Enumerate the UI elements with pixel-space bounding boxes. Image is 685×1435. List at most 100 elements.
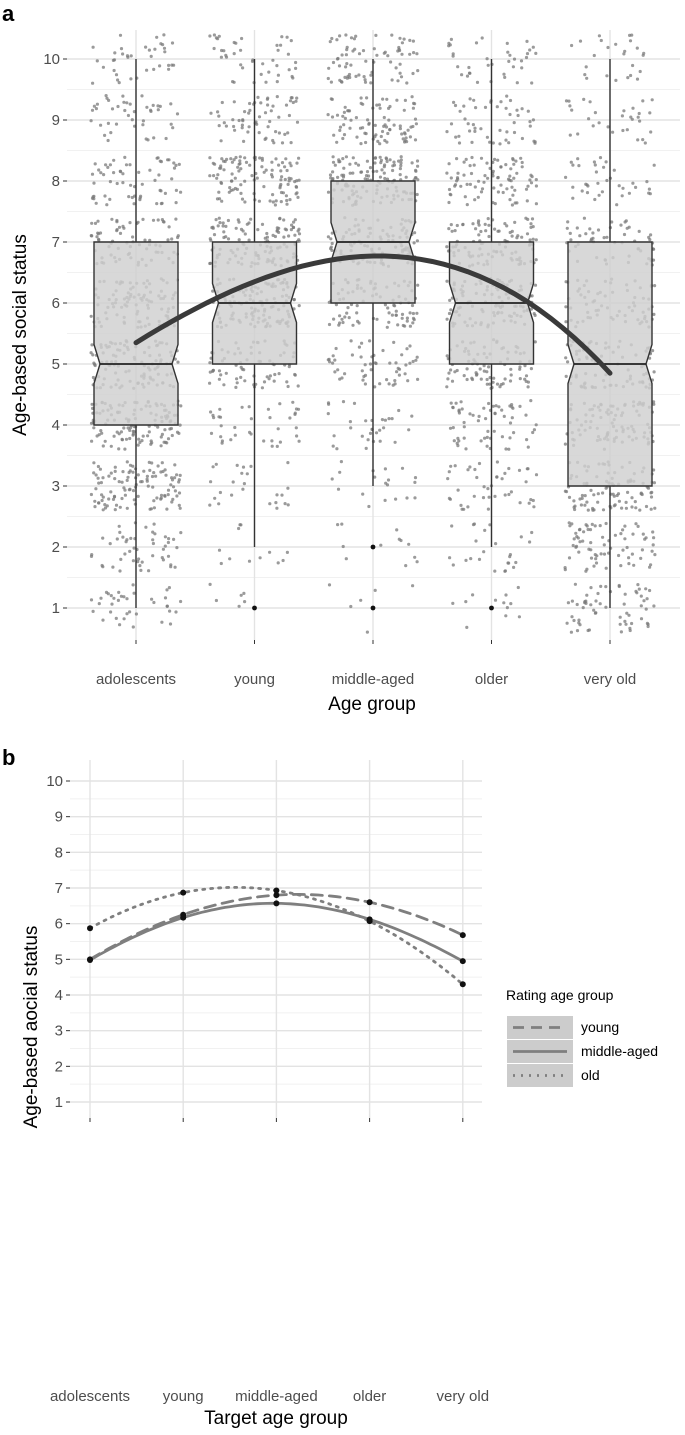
jitter-point <box>128 463 133 467</box>
jitter-point <box>288 99 293 103</box>
jitter-point <box>491 404 495 408</box>
jitter-point <box>90 343 94 347</box>
jitter-point <box>407 542 411 546</box>
jitter-point <box>529 498 533 502</box>
jitter-point <box>639 491 643 495</box>
jitter-point <box>568 133 572 137</box>
jitter-point <box>364 132 368 136</box>
jitter-point <box>648 588 652 593</box>
legend-title: Rating age group <box>506 987 614 1003</box>
jitter-point <box>261 62 265 66</box>
jitter-point <box>250 174 254 178</box>
jitter-point <box>154 474 158 478</box>
jitter-point <box>519 59 524 63</box>
jitter-point <box>451 426 455 430</box>
jitter-point <box>230 179 234 183</box>
jitter-point <box>111 58 115 63</box>
jitter-point <box>159 435 163 439</box>
jitter-point <box>515 236 519 240</box>
jitter-point <box>219 373 223 377</box>
jitter-point <box>121 224 125 228</box>
jitter-point <box>167 225 171 229</box>
jitter-point <box>567 521 571 525</box>
jitter-point <box>272 141 276 145</box>
jitter-point <box>601 491 605 495</box>
jitter-point <box>336 487 341 491</box>
jitter-point <box>132 546 136 550</box>
box-body <box>93 241 179 426</box>
jitter-point <box>366 438 370 442</box>
jitter-point <box>610 220 614 224</box>
jitter-point <box>415 239 419 243</box>
jitter-point <box>119 47 124 51</box>
jitter-point <box>393 379 397 383</box>
jitter-point <box>405 81 409 85</box>
jitter-point <box>647 187 652 191</box>
jitter-point <box>591 124 595 128</box>
jitter-point <box>410 95 414 99</box>
jitter-point <box>150 474 155 479</box>
jitter-point <box>524 413 528 417</box>
jitter-point <box>354 74 358 78</box>
jitter-point <box>243 156 247 160</box>
jitter-point <box>240 405 244 409</box>
jitter-point <box>156 464 160 468</box>
jitter-point <box>479 229 483 234</box>
jitter-point <box>636 583 640 587</box>
jitter-point <box>640 548 645 552</box>
jitter-point <box>447 496 451 500</box>
jitter-point <box>464 558 468 563</box>
jitter-point <box>118 33 123 37</box>
jitter-point <box>359 598 363 602</box>
jitter-point <box>575 226 579 230</box>
jitter-point <box>364 174 369 178</box>
jitter-point <box>581 539 585 543</box>
jitter-point <box>472 494 476 498</box>
jitter-point <box>269 109 273 113</box>
jitter-point <box>495 105 499 109</box>
jitter-point <box>398 62 402 66</box>
jitter-point <box>394 497 398 501</box>
jitter-point <box>413 496 417 500</box>
jitter-point <box>172 166 177 170</box>
jitter-point <box>208 174 212 178</box>
jitter-point <box>286 486 290 490</box>
jitter-point <box>415 355 419 359</box>
jitter-point <box>292 297 296 302</box>
jitter-point <box>151 554 155 558</box>
jitter-point <box>447 162 451 166</box>
jitter-point <box>162 33 166 37</box>
jitter-point <box>534 202 539 206</box>
jitter-point <box>219 139 223 143</box>
jitter-point <box>276 561 280 565</box>
jitter-point <box>534 178 538 182</box>
jitter-point <box>110 602 114 606</box>
jitter-point <box>513 188 517 192</box>
jitter-point <box>592 608 596 612</box>
jitter-point <box>166 238 170 242</box>
jitter-point <box>132 498 136 502</box>
jitter-point <box>378 382 382 386</box>
series-point-old <box>366 918 373 925</box>
jitter-point <box>526 385 530 389</box>
jitter-point <box>384 481 388 485</box>
x-tick-label: very old <box>584 671 637 688</box>
jitter-point <box>117 524 121 528</box>
series-point-middle-aged <box>180 914 187 921</box>
jitter-point <box>125 54 130 58</box>
jitter-point <box>343 75 347 79</box>
jitter-point <box>592 53 596 58</box>
jitter-point <box>260 165 264 169</box>
jitter-point <box>496 229 500 233</box>
jitter-point <box>403 131 407 135</box>
jitter-point <box>328 40 332 44</box>
jitter-point <box>327 583 332 587</box>
jitter-point <box>265 231 269 236</box>
jitter-point <box>240 123 244 127</box>
jitter-point <box>214 598 218 603</box>
jitter-point <box>279 200 283 204</box>
jitter-point <box>524 480 528 484</box>
jitter-point <box>216 224 220 228</box>
jitter-point <box>153 47 157 51</box>
jitter-point <box>148 468 152 472</box>
